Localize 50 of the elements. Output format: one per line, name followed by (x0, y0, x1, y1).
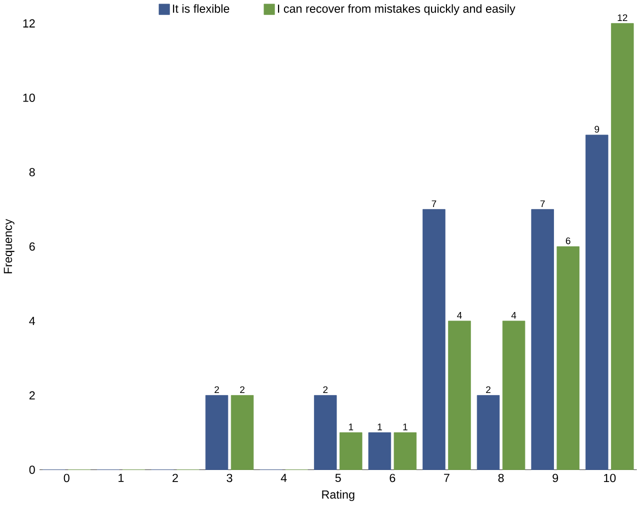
bar (556, 246, 580, 470)
y-axis-title: Frequency (4, 218, 14, 274)
data-label: 2 (486, 386, 490, 394)
data-label: 12 (618, 14, 628, 22)
y-tick-label: 2 (29, 391, 35, 400)
legend-label: I can recover from mistakes quickly and easily (278, 4, 516, 16)
bar (314, 395, 337, 470)
x-tick-label: 8 (498, 474, 504, 482)
bar (205, 395, 228, 470)
bar (368, 432, 392, 470)
x-tick-label: 9 (552, 474, 558, 482)
x-tick-label: 10 (604, 474, 616, 482)
x-tick-label: 2 (172, 474, 178, 482)
bar (476, 395, 500, 470)
x-tick-label: 6 (390, 474, 396, 482)
data-label: 4 (511, 312, 516, 319)
x-tick-label: 7 (444, 474, 450, 482)
x-tick-label: 0 (64, 474, 70, 482)
bar (394, 432, 417, 470)
data-label: 1 (403, 424, 408, 430)
data-label: 7 (432, 200, 436, 208)
data-label: 1 (348, 424, 354, 430)
bar (340, 432, 362, 470)
bar (448, 320, 471, 470)
bar (422, 209, 446, 470)
x-tick-label: 3 (226, 474, 232, 482)
bar (502, 320, 526, 470)
data-label: 2 (240, 386, 244, 394)
y-tick-label: 6 (29, 242, 35, 251)
y-tick-label: 4 (29, 316, 36, 325)
data-label: 9 (594, 126, 600, 133)
data-label: 7 (540, 200, 545, 208)
data-label: 2 (323, 386, 328, 394)
data-label: 1 (378, 424, 382, 430)
x-tick-label: 5 (335, 474, 341, 482)
y-tick-label: 0 (29, 466, 35, 474)
bar (611, 23, 634, 470)
y-tick-label: 8 (29, 168, 35, 176)
x-tick-label: 1 (118, 474, 124, 482)
bar (230, 395, 254, 470)
y-tick-label: 12 (23, 19, 35, 28)
x-tick-label: 4 (280, 474, 287, 482)
legend-label: It is flexible (173, 4, 230, 13)
y-tick-label: 10 (23, 94, 35, 102)
data-label: 2 (214, 386, 219, 394)
data-label: 4 (457, 312, 462, 319)
data-label: 6 (566, 237, 570, 244)
x-axis-title: Rating (322, 490, 354, 502)
bar (531, 209, 554, 470)
bar (586, 134, 608, 470)
